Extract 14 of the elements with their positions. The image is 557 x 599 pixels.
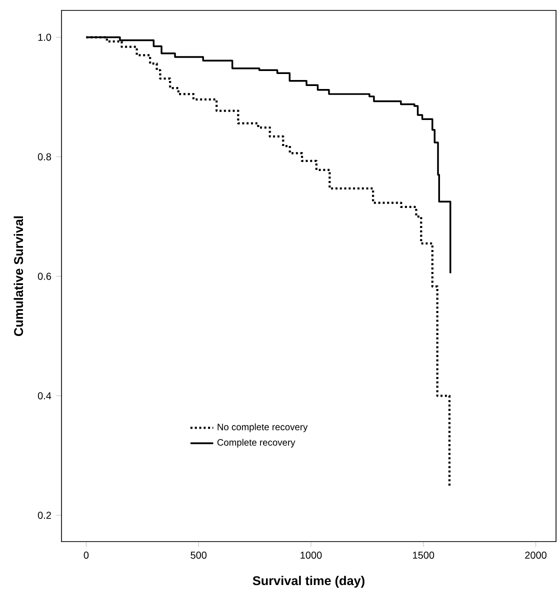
x-tick-label: 1500: [413, 552, 434, 559]
x-axis-title: Survival time (day): [252, 576, 364, 588]
legend-label: Complete recovery: [217, 438, 296, 448]
y-tick-label: 0.4: [38, 392, 52, 400]
y-tick-label: 1.0: [38, 34, 52, 41]
y-tick-label: 0.8: [38, 153, 52, 160]
y-tick-label: 0.6: [38, 272, 52, 280]
x-tick-label: 1000: [300, 552, 322, 559]
x-tick-label: 500: [190, 552, 207, 559]
legend-label: No complete recovery: [218, 423, 308, 432]
x-tick-label: 0: [84, 552, 89, 559]
x-tick-label: 2000: [525, 552, 546, 559]
y-axis-title: Cumulative Survival: [14, 216, 24, 336]
y-tick-label: 0.2: [38, 512, 51, 519]
